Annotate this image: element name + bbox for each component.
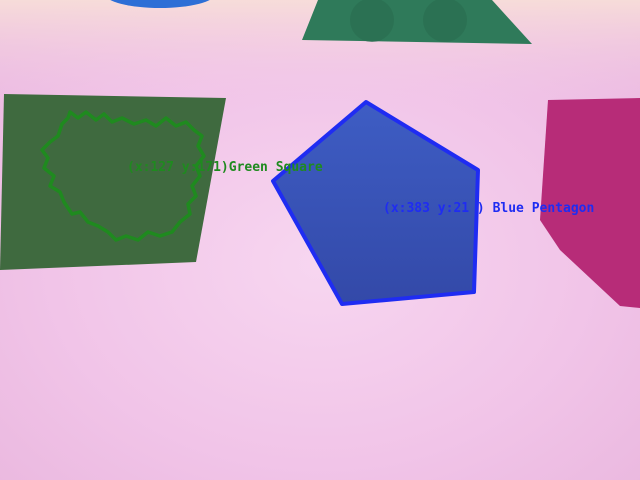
trapezoid-hole-left: [350, 0, 394, 42]
blue-pentagon: [273, 102, 478, 304]
magenta-shape: [540, 98, 640, 308]
teal-trapezoid: [302, 0, 532, 44]
green-detection-outline: [40, 110, 206, 242]
blue-detection-outline: [271, 100, 480, 306]
trapezoid-hole-right: [423, 0, 467, 42]
blue-detection-label: (x:383 y:21 ) Blue Pentagon: [383, 201, 594, 216]
green-detection-label: (x:127 y:171)Green Square: [127, 160, 323, 175]
blue-disc: [110, 0, 210, 8]
